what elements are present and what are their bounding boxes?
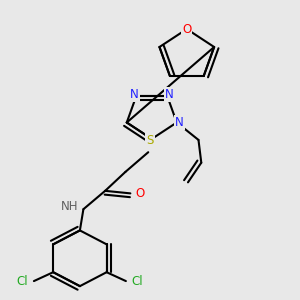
Text: N: N <box>130 88 139 101</box>
Text: O: O <box>136 187 145 200</box>
Text: O: O <box>182 22 191 36</box>
Text: N: N <box>175 116 184 129</box>
Text: Cl: Cl <box>131 274 143 288</box>
Text: S: S <box>146 134 154 147</box>
Text: NH: NH <box>61 200 79 213</box>
Text: Cl: Cl <box>17 274 28 288</box>
Text: N: N <box>165 88 173 101</box>
